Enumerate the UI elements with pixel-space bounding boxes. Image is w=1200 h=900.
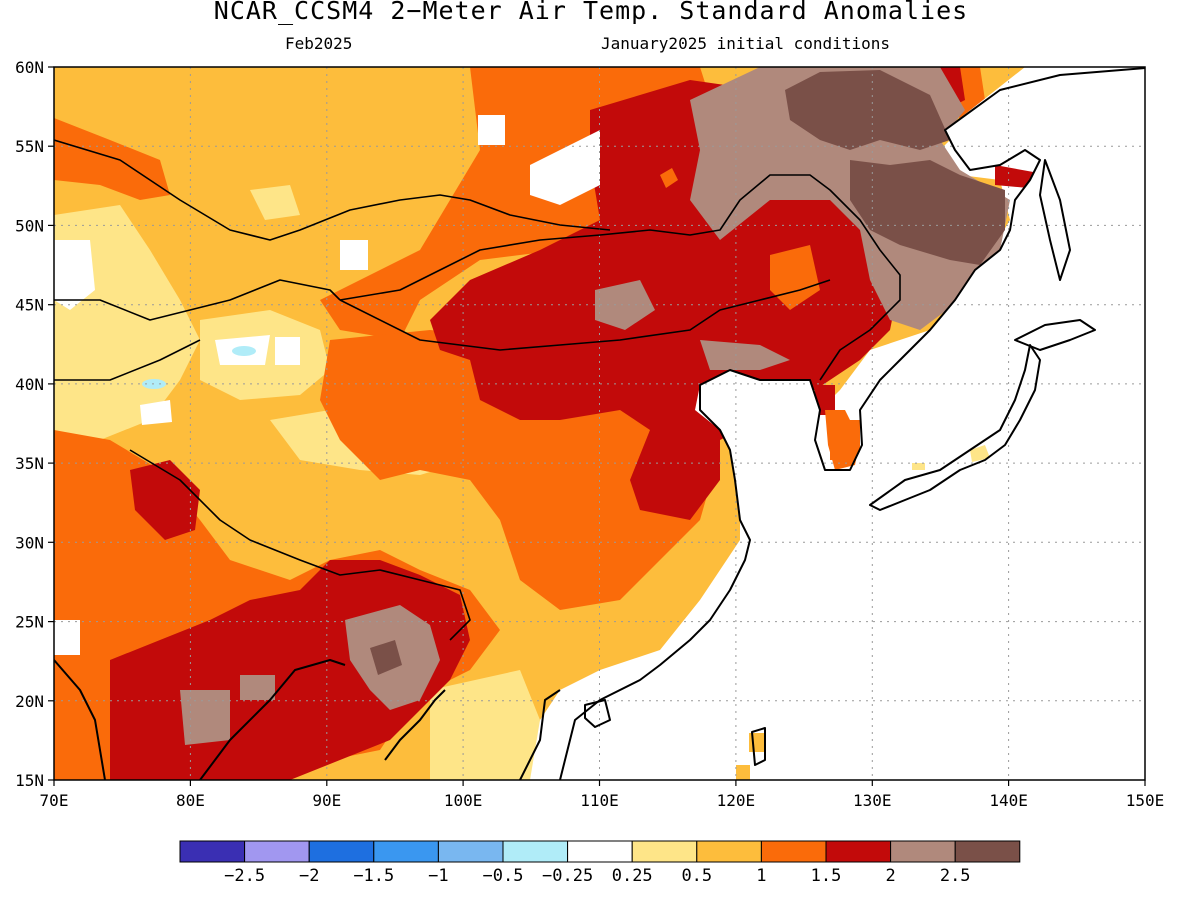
colorbar-swatch bbox=[825, 840, 892, 863]
colorbar-label: 1 bbox=[756, 866, 766, 886]
colorbar-label: −2 bbox=[299, 866, 319, 886]
anomaly-fill-region bbox=[340, 240, 368, 270]
colorbar-label: 0.5 bbox=[681, 866, 712, 886]
colorbar-swatch bbox=[244, 840, 310, 863]
anomaly-fill-region bbox=[54, 620, 80, 655]
border-central-asia bbox=[54, 279, 341, 381]
lon-labels: 70E 80E 90E 100E 110E 120E 130E 140E 150… bbox=[40, 791, 1165, 810]
anomaly-fill-region bbox=[478, 115, 505, 145]
anomaly-fill-region bbox=[430, 670, 540, 780]
lat-label: 40N bbox=[15, 375, 44, 394]
map-title: NCAR_CCSM4 2−Meter Air Temp. Standard An… bbox=[213, 0, 969, 25]
anomaly-fill-region bbox=[825, 410, 860, 470]
border-russia-south bbox=[54, 139, 611, 241]
anomaly-fill-region bbox=[54, 118, 170, 200]
colorbar-swatch bbox=[954, 840, 1021, 863]
lon-label: 130E bbox=[853, 791, 892, 810]
lon-label: 80E bbox=[176, 791, 205, 810]
anomaly-fill-region bbox=[130, 460, 200, 540]
colorbar-swatch bbox=[437, 840, 504, 863]
lon-label: 110E bbox=[580, 791, 619, 810]
coastline-japan bbox=[869, 344, 1041, 511]
border-china-mongolia bbox=[339, 174, 901, 381]
ocean-mask bbox=[560, 67, 1145, 780]
anomaly-fill-region bbox=[785, 70, 950, 150]
colorbar-label: −1 bbox=[428, 866, 448, 886]
coastline-indochina bbox=[384, 689, 561, 780]
colorbar-swatch bbox=[373, 840, 439, 863]
colorbar-label: 0.25 bbox=[612, 866, 653, 886]
lat-label: 35N bbox=[15, 454, 44, 473]
anomaly-fill-region bbox=[912, 463, 925, 470]
lat-label: 50N bbox=[15, 216, 44, 235]
lon-label: 150E bbox=[1126, 791, 1165, 810]
lon-label: 120E bbox=[717, 791, 756, 810]
anomaly-fill-region bbox=[700, 340, 790, 370]
init-conditions: January2025 initial conditions bbox=[601, 34, 890, 53]
colorbar-swatch bbox=[567, 840, 633, 863]
lon-label: 140E bbox=[989, 791, 1028, 810]
valid-month: Feb2025 bbox=[285, 34, 353, 53]
tick-marks bbox=[48, 66, 1146, 786]
anomaly-fill-region bbox=[140, 400, 172, 425]
coastline-hainan bbox=[584, 699, 611, 728]
anomaly-fill-region bbox=[660, 168, 678, 188]
colorbar-label: −0.5 bbox=[483, 866, 524, 886]
lat-label: 25N bbox=[15, 613, 44, 632]
lon-label: 90E bbox=[312, 791, 341, 810]
anomaly-fill-region bbox=[180, 690, 230, 745]
lat-label: 30N bbox=[15, 533, 44, 552]
coastline-hokkaido bbox=[1014, 319, 1096, 351]
anomaly-fill-region bbox=[250, 185, 300, 220]
coastline-east-asia bbox=[559, 67, 1145, 780]
anomaly-fill-region bbox=[240, 675, 275, 700]
lat-label: 60N bbox=[15, 58, 44, 77]
lon-label: 100E bbox=[444, 791, 483, 810]
anomaly-fill-region bbox=[232, 346, 256, 356]
colorbar-swatch bbox=[308, 840, 375, 863]
lat-label: 55N bbox=[15, 137, 44, 156]
border-china-south bbox=[339, 279, 831, 351]
lat-label: 20N bbox=[15, 692, 44, 711]
lat-label: 15N bbox=[15, 771, 44, 790]
colorbar-label: −0.25 bbox=[542, 866, 593, 886]
colorbar-swatch bbox=[179, 840, 246, 863]
colorbar-label: 1.5 bbox=[811, 866, 842, 886]
coastline-sakhalin bbox=[1039, 159, 1071, 281]
colorbar-swatch bbox=[631, 840, 698, 863]
colorbar-swatch bbox=[760, 840, 827, 863]
colorbar-swatch bbox=[890, 840, 956, 863]
coastline-india bbox=[54, 659, 346, 780]
colorbar-label: 2 bbox=[885, 866, 895, 886]
coastlines bbox=[54, 67, 1145, 780]
border-himalaya bbox=[129, 449, 471, 641]
anomaly-fill-region bbox=[370, 640, 402, 675]
anomaly-fill-region bbox=[54, 240, 95, 310]
colorbar-swatch bbox=[502, 840, 569, 863]
anomaly-fill-region bbox=[530, 130, 600, 205]
anomaly-fill-region bbox=[749, 733, 764, 752]
colorbar-label: −2.5 bbox=[224, 866, 265, 886]
anomaly-fill-region bbox=[736, 765, 750, 780]
lat-labels: 15N 20N 25N 30N 35N 40N 45N 50N 55N 60N bbox=[15, 58, 44, 790]
colorbar-label: −1.5 bbox=[353, 866, 394, 886]
anomaly-fill-region bbox=[595, 280, 655, 330]
lat-label: 45N bbox=[15, 296, 44, 315]
anomaly-fill-region bbox=[275, 337, 300, 365]
anomaly-fill-region bbox=[850, 160, 1005, 265]
anomaly-fill-region bbox=[970, 445, 990, 462]
coastline-taiwan bbox=[751, 727, 766, 766]
colorbar-label: 2.5 bbox=[940, 866, 971, 886]
colorbar: −2.5 −2 −1.5 −1 −0.5 −0.25 0.25 0.5 1 1.… bbox=[179, 840, 1021, 886]
anomaly-shading bbox=[54, 67, 1145, 780]
lon-label: 70E bbox=[40, 791, 69, 810]
colorbar-swatch bbox=[696, 840, 762, 863]
